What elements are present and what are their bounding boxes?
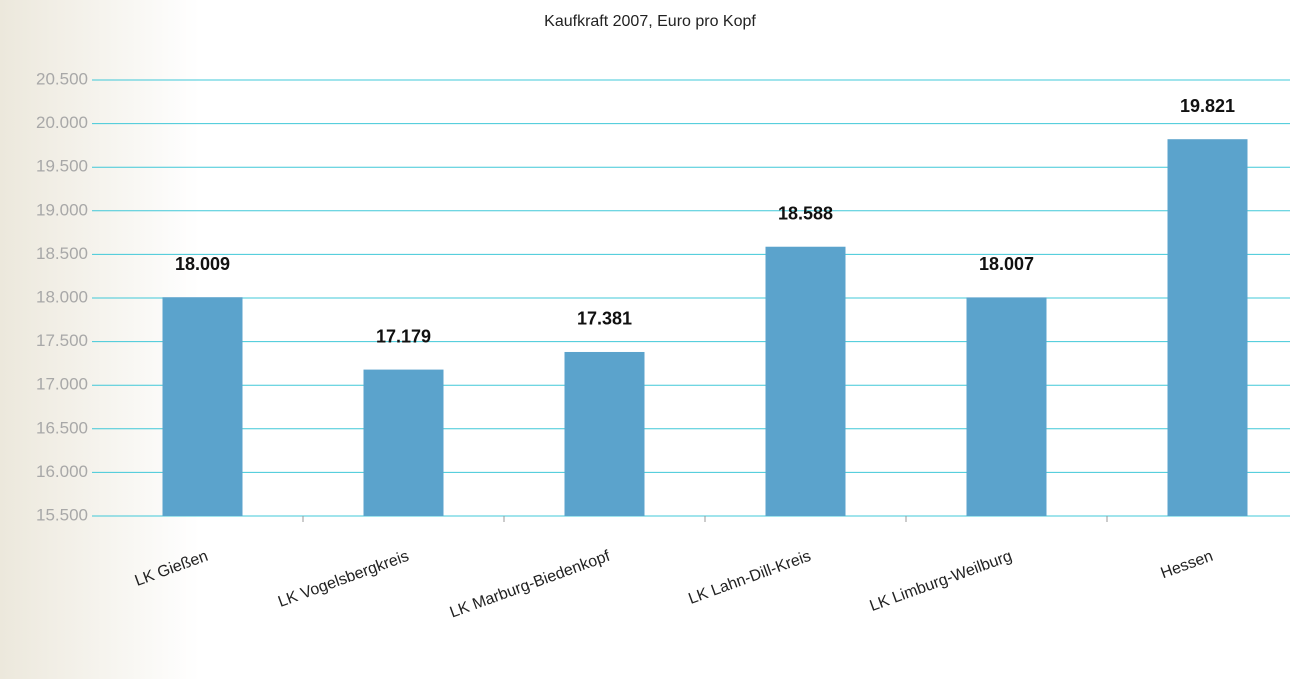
x-tick-label: LK Marburg-Biedenkopf [448,548,613,622]
bar [765,246,846,517]
value-label: 18.007 [979,254,1034,274]
x-tick-label: Hessen [1159,548,1216,583]
y-tick-label: 18.500 [36,244,88,263]
bar [966,297,1047,516]
y-tick-label: 17.000 [36,375,88,394]
y-tick-label: 15.500 [36,505,88,524]
x-tick-label: LK Limburg-Weilburg [868,548,1015,615]
y-tick-label: 18.000 [36,287,88,306]
value-label: 18.588 [778,203,833,223]
y-tick-label: 16.000 [36,462,88,481]
x-tick-label: LK Lahn-Dill-Kreis [686,548,813,608]
chart-title: Kaufkraft 2007, Euro pro Kopf [544,13,756,30]
bar [1167,139,1248,516]
x-tick-label: LK Vogelsbergkreis [276,548,411,611]
y-tick-label: 19.000 [36,200,88,219]
y-tick-label: 20.000 [36,113,88,132]
value-label: 17.179 [376,326,431,346]
y-tick-label: 16.500 [36,418,88,437]
value-label: 17.381 [577,309,632,329]
y-tick-label: 20.500 [36,69,88,88]
bar [162,297,243,516]
bar [564,351,645,516]
value-label: 19.821 [1180,96,1235,116]
y-tick-label: 19.500 [36,157,88,176]
bar [363,369,444,516]
value-label: 18.009 [175,254,230,274]
y-tick-label: 17.500 [36,331,88,350]
